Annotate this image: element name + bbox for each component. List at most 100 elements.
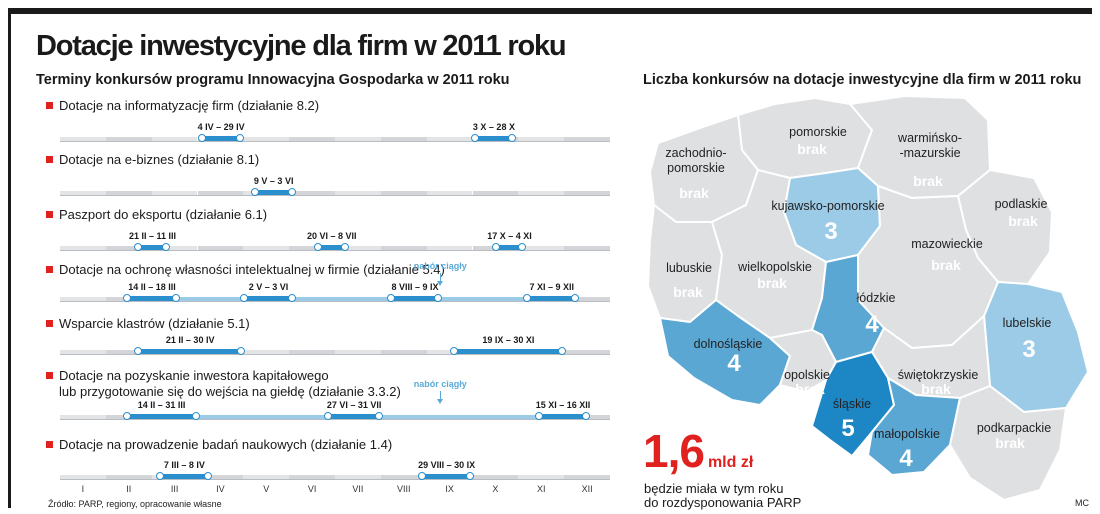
period-bar [328, 414, 380, 419]
period-label: 29 VIII – 30 IX [418, 460, 476, 470]
month-label: VII [352, 484, 364, 494]
amount-description-line-1: będzie miała w tym roku [644, 481, 784, 496]
axis-line [60, 419, 610, 420]
month-segment [243, 246, 290, 250]
period-endpoint [287, 188, 296, 196]
month-segment [335, 350, 381, 354]
grant-label-line: Paszport do eksportu (działanie 6.1) [46, 207, 267, 223]
period-endpoint [417, 472, 426, 480]
region-shape [737, 97, 873, 179]
period-endpoint [466, 472, 475, 480]
period-endpoint [250, 188, 259, 196]
region-shape [949, 385, 1067, 501]
region-shape [649, 114, 759, 223]
region-label: warmińsko- [897, 131, 962, 145]
period-endpoint [203, 472, 212, 480]
period-label: 7 XI – 9 XII [529, 282, 574, 292]
period-label: 15 XI – 16 XII [535, 400, 591, 410]
month-segment [289, 137, 335, 141]
month-segment [380, 137, 427, 141]
month-segment [564, 475, 610, 479]
map-subtitle: Liczba konkursów na dotacje inwestycyjne… [643, 72, 1082, 88]
axis-line [60, 250, 610, 251]
period-endpoint [287, 294, 296, 302]
region-label: śląskie [833, 397, 871, 411]
region-label: lubuskie [666, 261, 712, 275]
month-segment [60, 415, 106, 419]
region-label: wielkopolskie [737, 260, 812, 274]
amount-value: 1,6 [643, 425, 705, 477]
region-shape [957, 169, 1053, 285]
month-segment [243, 350, 290, 354]
month-label: II [126, 484, 132, 494]
note-arrow [437, 391, 444, 404]
grant-label-line: Dotacje na informatyzację firm (działani… [46, 98, 319, 114]
month-segment [380, 350, 427, 354]
author-credit: MC [1075, 498, 1089, 508]
period-endpoint [518, 243, 527, 251]
amount-highlight: 1,6 mld zł [643, 424, 753, 478]
region-label: lubelskie [1003, 316, 1052, 330]
top-rule [8, 8, 1092, 14]
amount-unit: mld zł [707, 454, 754, 471]
month-segment [380, 475, 427, 479]
period-endpoint [237, 347, 246, 355]
region-label: -mazurskie [899, 146, 960, 160]
period-endpoint [134, 347, 143, 355]
period-endpoint [558, 347, 567, 355]
bullet-square [46, 372, 53, 379]
bullet-square [46, 441, 53, 448]
period-label: 14 II – 31 III [137, 400, 186, 410]
period-endpoint [386, 294, 395, 302]
month-segment [564, 137, 610, 141]
axis-line [60, 479, 610, 480]
month-segment [60, 297, 106, 301]
period-label: 7 III – 8 IV [163, 460, 205, 470]
grant-label: Dotacje na prowadzenie badań naukowych (… [46, 437, 392, 453]
period-label: 3 X – 28 X [472, 122, 515, 132]
month-label: IV [216, 484, 225, 494]
month-segment [426, 350, 473, 354]
month-segment [151, 191, 198, 195]
grant-label-line: Dotacje na e-biznes (działanie 8.1) [46, 152, 259, 168]
region-label: łódzkie [857, 291, 896, 305]
region-label: dolnośląskie [694, 337, 763, 351]
month-label: XII [581, 484, 593, 494]
period-bar [202, 136, 241, 141]
month-segment [60, 137, 106, 141]
month-segment [105, 246, 152, 250]
region-value: 3 [1022, 336, 1035, 363]
region-value: 5 [841, 415, 854, 442]
month-segment [243, 475, 290, 479]
region-shape [783, 167, 881, 263]
period-endpoint [191, 412, 200, 420]
month-segment [105, 191, 152, 195]
period-endpoint [523, 294, 531, 302]
region-label: świętokrzyskie [898, 368, 979, 382]
month-segment [197, 191, 244, 195]
region-value: 4 [727, 350, 741, 377]
month-segment [289, 246, 335, 250]
month-label: VIII [396, 484, 411, 494]
region-shape [659, 299, 791, 406]
region-value: brak [1008, 213, 1038, 229]
region-value: brak [795, 381, 825, 397]
bullet-square [46, 320, 53, 327]
amount-description: będzie miała w tym roku do rozdysponowan… [644, 482, 801, 510]
bullet-square [46, 211, 53, 218]
month-segment [335, 475, 381, 479]
month-label: X [492, 484, 499, 494]
source-note: Źródło: PARP, regiony, opracowanie własn… [48, 499, 222, 509]
axis-line [60, 301, 610, 302]
region-value: brak [931, 257, 961, 273]
period-bar [244, 296, 293, 301]
period-bar [454, 349, 563, 354]
bullet-square [46, 102, 53, 109]
period-label: 8 VIII – 9 IX [391, 282, 439, 292]
month-segment [289, 191, 335, 195]
region-label: małopolskie [874, 427, 940, 441]
region-value: brak [797, 141, 827, 157]
month-segment [151, 246, 198, 250]
period-label: 27 VI – 31 VII [326, 400, 382, 410]
month-segment [518, 137, 565, 141]
